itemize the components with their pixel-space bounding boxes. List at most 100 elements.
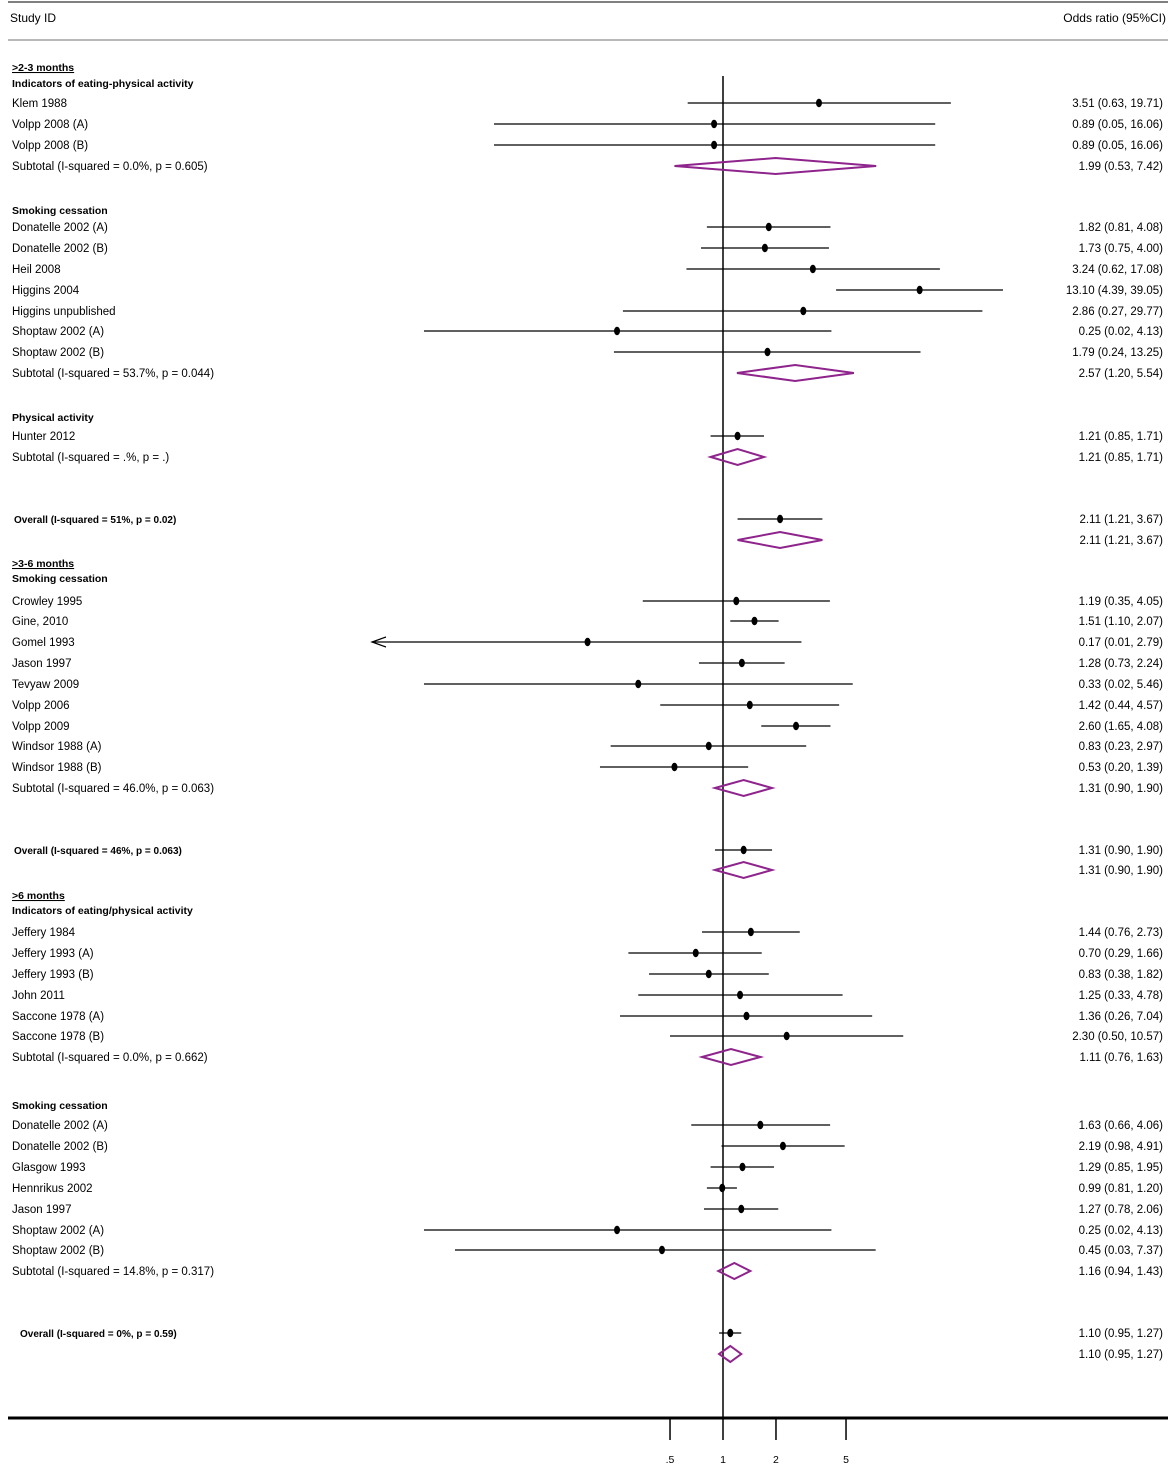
ci-value: 0.83 (0.23, 2.97) [1079, 741, 1164, 753]
point-estimate [739, 1162, 746, 1172]
overall-label: Overall (I-squared = 0%, p = 0.59) [20, 1329, 177, 1340]
study-label: Volpp 2008 (B) [12, 140, 88, 152]
ci-value: 2.30 (0.50, 10.57) [1072, 1031, 1163, 1043]
point-estimate [777, 514, 784, 524]
ci-value: 1.29 (0.85, 1.95) [1079, 1162, 1164, 1174]
ci-value: 1.31 (0.90, 1.90) [1079, 783, 1164, 795]
subtotal-label: Subtotal (I-squared = 0.0%, p = 0.662) [12, 1052, 208, 1064]
point-estimate [793, 721, 800, 731]
ci-value: 1.19 (0.35, 4.05) [1079, 596, 1164, 608]
point-estimate [584, 637, 591, 647]
ci-value: 0.89 (0.05, 16.06) [1072, 140, 1163, 152]
study-label: Volpp 2006 [12, 700, 70, 712]
study-label: Heil 2008 [12, 264, 61, 276]
ci-value: 1.51 (1.10, 2.07) [1079, 616, 1164, 628]
study-label: Donatelle 2002 (B) [12, 1141, 108, 1153]
ci-value: 1.42 (0.44, 4.57) [1079, 700, 1164, 712]
study-label: Jason 1997 [12, 658, 71, 670]
subtotal-diamond [736, 363, 854, 383]
point-estimate [705, 969, 712, 979]
ci-value: 1.28 (0.73, 2.24) [1079, 658, 1164, 670]
ci-arrow [370, 636, 387, 648]
ci-value: 1.79 (0.24, 13.25) [1072, 347, 1163, 359]
study-label: Klem 1988 [12, 98, 67, 110]
subtotal-diamond [707, 447, 768, 467]
study-label: Shoptaw 2002 (B) [12, 1245, 104, 1257]
group-label: Indicators of eating-physical activity [12, 78, 194, 90]
point-estimate [738, 658, 745, 668]
ci-value: 0.89 (0.05, 16.06) [1072, 119, 1163, 131]
point-estimate [614, 1225, 621, 1235]
study-label: Jeffery 1993 (B) [12, 969, 94, 981]
point-estimate [711, 140, 718, 150]
ci-value: 1.36 (0.26, 7.04) [1079, 1011, 1164, 1023]
point-estimate [738, 1204, 745, 1214]
study-label: Donatelle 2002 (A) [12, 1120, 108, 1132]
point-estimate [815, 98, 822, 108]
point-estimate [671, 762, 678, 772]
point-estimate [705, 741, 712, 751]
ci-value: 1.21 (0.85, 1.71) [1079, 431, 1164, 443]
point-estimate [692, 948, 699, 958]
ci-value: 1.21 (0.85, 1.71) [1079, 452, 1164, 464]
overall-diamond [717, 1344, 743, 1364]
subtotal-diamond [716, 1261, 753, 1281]
study-label: Tevyaw 2009 [12, 679, 79, 691]
ci-value: 2.19 (0.98, 4.91) [1079, 1141, 1164, 1153]
ci-value: 2.11 (1.21, 3.67) [1079, 514, 1163, 526]
x-tick-label: 5 [843, 1454, 849, 1466]
point-estimate [614, 326, 621, 336]
ci-value: 0.25 (0.02, 4.13) [1079, 326, 1164, 338]
overall-diamond [737, 530, 823, 550]
overall-label: Overall (I-squared = 46%, p = 0.063) [14, 846, 182, 857]
study-label: Shoptaw 2002 (A) [12, 326, 104, 338]
point-estimate [783, 1031, 790, 1041]
study-label: Hunter 2012 [12, 431, 75, 443]
subtotal-label: Subtotal (I-squared = .%, p = .) [12, 452, 169, 464]
subtotal-label: Subtotal (I-squared = 0.0%, p = 0.605) [12, 161, 208, 173]
study-label: Shoptaw 2002 (B) [12, 347, 104, 359]
point-estimate [727, 1328, 734, 1338]
ci-value: 0.25 (0.02, 4.13) [1079, 1225, 1164, 1237]
ci-value: 0.45 (0.03, 7.37) [1079, 1245, 1164, 1257]
ci-value: 1.99 (0.53, 7.42) [1079, 161, 1164, 173]
study-label: Shoptaw 2002 (A) [12, 1225, 104, 1237]
ci-value: 0.53 (0.20, 1.39) [1079, 762, 1164, 774]
ci-value: 3.24 (0.62, 17.08) [1072, 264, 1163, 276]
point-estimate [737, 990, 744, 1000]
x-tick-label: 2 [773, 1454, 779, 1466]
ci-value: 1.27 (0.78, 2.06) [1079, 1204, 1164, 1216]
ci-value: 1.31 (0.90, 1.90) [1079, 865, 1164, 877]
study-label: Gine, 2010 [12, 616, 68, 628]
study-label: Higgins 2004 [12, 285, 80, 297]
point-estimate [711, 119, 718, 129]
odds-ratio-header: Odds ratio (95%CI) [1063, 11, 1166, 25]
ci-value: 2.57 (1.20, 5.54) [1079, 368, 1164, 380]
x-tick-label: 1 [720, 1454, 726, 1466]
point-estimate [658, 1245, 665, 1255]
study-label: Saccone 1978 (B) [12, 1031, 104, 1043]
period-label: >6 months [12, 890, 65, 902]
study-label: Hennrikus 2002 [12, 1183, 93, 1195]
point-estimate [734, 431, 741, 441]
point-estimate [764, 347, 771, 357]
x-tick-label: .5 [666, 1454, 675, 1466]
study-label: Glasgow 1993 [12, 1162, 86, 1174]
ci-value: 2.86 (0.27, 29.77) [1072, 306, 1163, 318]
study-label: Windsor 1988 (B) [12, 762, 102, 774]
point-estimate [635, 679, 642, 689]
point-estimate [779, 1141, 786, 1151]
ci-value: 0.33 (0.02, 5.46) [1079, 679, 1164, 691]
ci-value: 1.82 (0.81, 4.08) [1079, 222, 1164, 234]
ci-value: 0.70 (0.29, 1.66) [1079, 948, 1164, 960]
point-estimate [800, 306, 807, 316]
ci-value: 1.63 (0.66, 4.06) [1079, 1120, 1164, 1132]
study-label: Volpp 2009 [12, 721, 70, 733]
ci-value: 1.16 (0.94, 1.43) [1079, 1266, 1164, 1278]
ci-value: 1.31 (0.90, 1.90) [1079, 845, 1164, 857]
ci-value: 0.17 (0.01, 2.79) [1079, 637, 1164, 649]
study-label: Donatelle 2002 (A) [12, 222, 108, 234]
ci-value: 1.44 (0.76, 2.73) [1079, 927, 1164, 939]
study-id-header: Study ID [10, 11, 56, 25]
